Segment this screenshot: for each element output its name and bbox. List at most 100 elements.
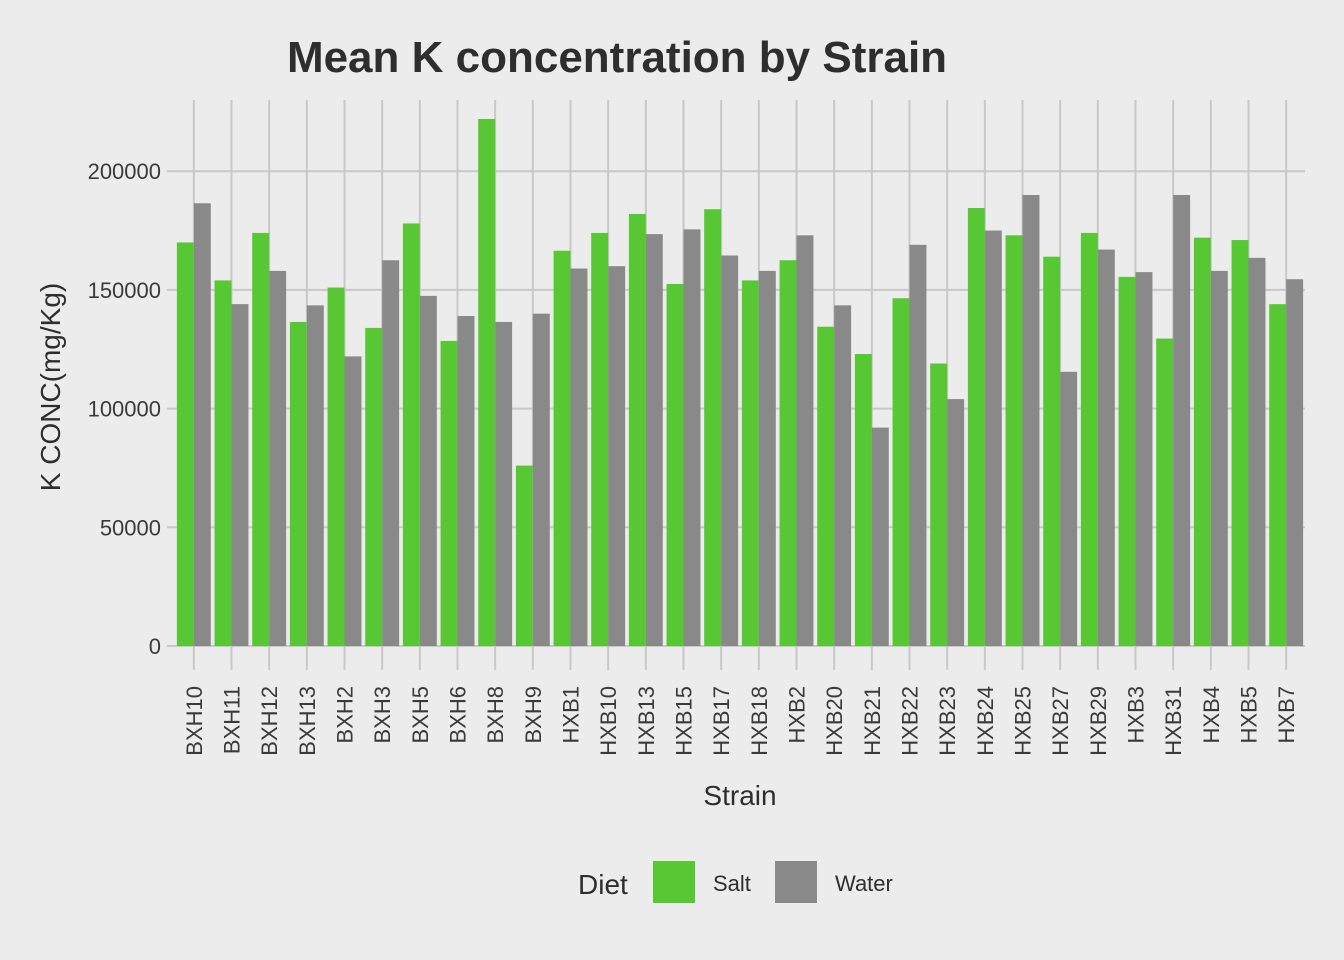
bar-water-hxb5	[1248, 257, 1266, 646]
bar-salt-hxb29	[1080, 232, 1098, 646]
x-tick-label: HXB5	[1237, 686, 1262, 743]
bar-water-hxb29	[1097, 249, 1115, 646]
x-tick-label: HXB18	[747, 686, 772, 756]
legend-swatch-salt	[653, 861, 695, 903]
legend-title: Diet	[578, 869, 628, 900]
x-tick-label: HXB29	[1086, 686, 1111, 756]
bar-water-bxh11	[231, 304, 249, 646]
bar-salt-hxb27	[1043, 256, 1061, 646]
bar-salt-hxb22	[892, 298, 910, 646]
x-tick-label: HXB24	[973, 686, 998, 756]
bar-water-hxb13	[645, 234, 663, 646]
bar-salt-hxb21	[854, 354, 872, 646]
bar-salt-bxh13	[289, 321, 307, 646]
x-tick-label: BXH9	[521, 686, 546, 743]
bar-salt-hxb7	[1269, 304, 1287, 646]
bar-salt-hxb4	[1193, 237, 1211, 646]
bars-layer	[176, 118, 1304, 647]
x-tick-label: HXB21	[860, 686, 885, 756]
y-tick-label: 100000	[88, 397, 161, 422]
bar-salt-hxb17	[704, 209, 722, 646]
bar-salt-hxb2	[779, 260, 797, 646]
x-tick-label: BXH2	[333, 686, 358, 743]
bar-salt-hxb24	[967, 208, 985, 646]
x-tick-label: HXB25	[1011, 686, 1036, 756]
bar-water-hxb23	[947, 399, 965, 646]
bar-water-bxh2	[344, 356, 362, 646]
bar-salt-hxb15	[666, 283, 684, 646]
bar-water-bxh9	[532, 313, 550, 646]
x-tick-label: HXB23	[935, 686, 960, 756]
x-tick-label: HXB31	[1161, 686, 1186, 756]
x-tick-label: HXB27	[1048, 686, 1073, 756]
x-tick-label: HXB3	[1124, 686, 1149, 743]
bar-salt-hxb18	[741, 280, 759, 646]
bar-salt-bxh12	[252, 232, 270, 646]
bar-salt-bxh9	[515, 465, 533, 646]
bar-salt-hxb23	[930, 363, 948, 646]
bar-water-bxh10	[193, 203, 211, 647]
bar-water-bxh8	[495, 321, 513, 646]
x-tick-label: HXB13	[634, 686, 659, 756]
bar-salt-hxb10	[591, 232, 609, 646]
bar-water-hxb3	[1135, 272, 1153, 646]
y-tick-label: 200000	[88, 159, 161, 184]
bar-water-hxb4	[1210, 270, 1228, 646]
legend-label-water: Water	[835, 871, 893, 896]
x-tick-label: HXB4	[1199, 686, 1224, 743]
chart-title: Mean K concentration by Strain	[287, 33, 947, 82]
bar-salt-hxb20	[817, 326, 835, 646]
x-tick-label: HXB1	[559, 686, 584, 743]
bar-water-hxb21	[871, 427, 889, 646]
x-tick-label: HXB10	[596, 686, 621, 756]
x-tick-label: HXB22	[898, 686, 923, 756]
bar-salt-bxh3	[365, 327, 383, 646]
x-tick-label: BXH8	[483, 686, 508, 743]
x-tick-label: HXB2	[785, 686, 810, 743]
bar-salt-hxb3	[1118, 276, 1136, 646]
bar-salt-hxb13	[628, 213, 646, 647]
bar-salt-hxb31	[1156, 338, 1174, 646]
bar-water-hxb27	[1060, 371, 1078, 646]
y-axis-title: K CONC(mg/Kg)	[35, 283, 66, 491]
x-tick-label: BXH13	[295, 686, 320, 756]
bar-water-hxb1	[570, 268, 588, 646]
bar-water-hxb24	[984, 230, 1002, 646]
x-tick-label: BXH12	[257, 686, 282, 756]
bar-water-bxh12	[269, 270, 287, 646]
bar-salt-hxb5	[1231, 240, 1249, 647]
bar-salt-bxh11	[214, 280, 232, 646]
x-tick-label: BXH6	[446, 686, 471, 743]
bar-salt-bxh6	[440, 340, 458, 646]
x-tick-label: BXH11	[220, 686, 245, 754]
x-tick-label: HXB20	[822, 686, 847, 756]
y-tick-label: 0	[149, 634, 161, 659]
bar-water-hxb7	[1286, 279, 1304, 646]
x-tick-label: HXB7	[1274, 686, 1299, 743]
bar-water-bxh13	[306, 305, 324, 646]
bar-water-bxh5	[419, 295, 437, 646]
x-tick-label: HXB17	[709, 686, 734, 756]
bar-water-hxb25	[1022, 194, 1040, 646]
bar-salt-bxh10	[176, 242, 194, 646]
bar-water-hxb22	[909, 244, 927, 646]
bar-water-hxb20	[834, 305, 852, 646]
legend: Diet Salt Water	[578, 861, 893, 903]
y-axis-ticks: 0 50000 100000 150000 200000	[88, 159, 161, 659]
y-tick-label: 50000	[100, 515, 161, 540]
bar-salt-hxb1	[553, 250, 571, 647]
bar-salt-hxb25	[1005, 235, 1023, 646]
x-axis-title: Strain	[703, 780, 776, 811]
bar-salt-bxh5	[402, 223, 420, 646]
bar-water-hxb10	[608, 266, 626, 646]
bar-water-hxb2	[796, 235, 814, 646]
x-tick-label: BXH10	[182, 686, 207, 756]
x-axis-ticks: BXH10 BXH11 BXH12 BXH13 BXH2 BXH3 BXH5 BXH6 BXH8…	[182, 686, 1299, 756]
bar-salt-bxh8	[478, 118, 496, 646]
legend-label-salt: Salt	[713, 871, 751, 896]
bar-water-hxb17	[721, 255, 739, 646]
legend-swatch-water	[775, 861, 817, 903]
y-tick-label: 150000	[88, 278, 161, 303]
